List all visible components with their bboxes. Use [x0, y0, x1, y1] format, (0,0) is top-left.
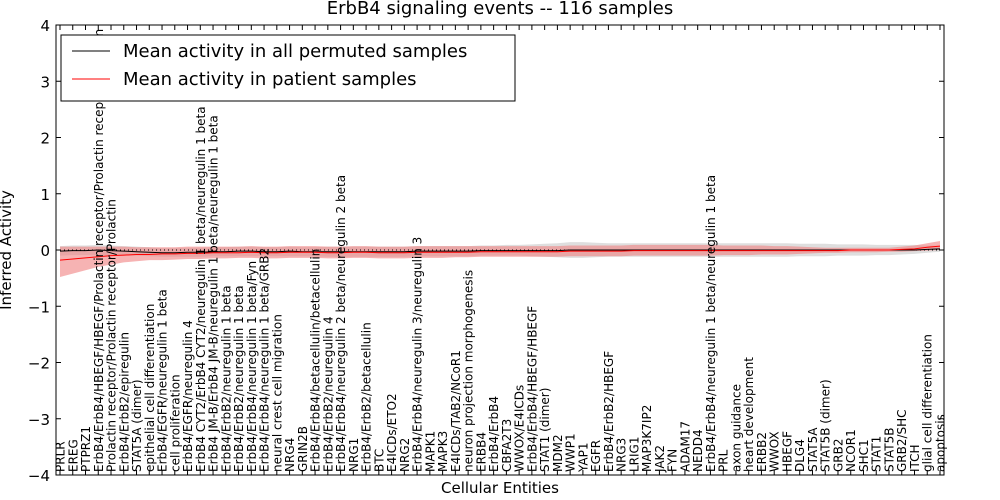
x-tick-label: STAT1: [870, 436, 884, 472]
y-axis-label: Inferred Activity: [0, 190, 15, 310]
x-tick-label: MDM2: [551, 434, 565, 472]
x-tick-label: ErbB4/ErbB2/neuregulin 4: [321, 316, 335, 472]
x-tick-label: ErbB4/ErbB4: [487, 396, 501, 472]
x-tick-label: SHC1: [857, 439, 871, 472]
x-tick-label: HBEGF: [781, 431, 795, 472]
x-tick-label: ErbB4/ErbB2/neuregulin 1 beta: [232, 285, 246, 472]
x-tick-label: NEDD4: [691, 429, 705, 472]
x-tick-label: FYN: [666, 449, 680, 472]
x-tick-label: LRIG1: [627, 437, 641, 473]
x-tick-label: heart development: [742, 357, 756, 472]
x-tick-label: NCOR1: [844, 429, 858, 472]
x-tick-label: ErbB4/ErbB4/neuregulin 3/neuregulin 3: [411, 237, 425, 472]
y-tick-label: 0: [40, 242, 50, 260]
y-tick-label: 2: [40, 130, 50, 148]
legend-box: [60, 34, 516, 102]
y-tick-label: 4: [40, 17, 50, 35]
y-tick-label: 1: [40, 186, 50, 204]
x-tick-label: CBFA2T3: [500, 419, 514, 472]
x-tick-label: STAT5B (dimer): [819, 379, 833, 472]
x-tick-label: GRB2/SHC: [895, 409, 909, 472]
x-tick-label: EREG: [66, 439, 80, 472]
x-tick-label: MAP3K7IP2: [640, 405, 654, 472]
y-tick-label: −4: [28, 467, 50, 485]
x-tick-label: GRIN2B: [296, 426, 310, 472]
x-tick-label: DLG4: [793, 439, 807, 472]
x-tick-label: ERBB2: [755, 432, 769, 472]
x-tick-label: BTC: [372, 449, 386, 472]
x-tick-label: STAT1 (dimer): [538, 388, 552, 472]
legend-label: Mean activity in patient samples: [123, 69, 417, 90]
x-tick-label: ADAM17: [678, 421, 692, 472]
x-tick-label: ErbB4/ErbB2/betacellulin: [360, 322, 374, 472]
x-tick-label: E4ICDs/TAB2/NCoR1: [449, 350, 463, 472]
x-tick-label: ErbB4/EGFR/neuregulin 4: [181, 320, 195, 472]
x-tick-label: neuron projection morphogenesis: [462, 270, 476, 472]
x-tick-label: NRG2: [398, 438, 412, 472]
x-tick-label: WWOX: [768, 431, 782, 472]
x-tick-label: PRLR: [54, 441, 68, 472]
x-tick-label: ErbB4/ErbB4/HBEGF/HBEGF: [525, 306, 539, 472]
x-tick-label: epithelial cell differentiation: [143, 304, 157, 472]
y-tick-label: −2: [28, 355, 50, 373]
x-tick-label: cell proliferation: [168, 374, 182, 472]
x-tick-label: MAPK3: [436, 431, 450, 472]
y-tick-label: −3: [28, 411, 50, 429]
x-tick-label: ErbB4/ErbB2/HBEGF: [602, 351, 616, 472]
x-tick-label: STAT5A (dimer): [130, 379, 144, 472]
x-tick-label: EGFR: [589, 440, 603, 472]
x-tick-label: ErbB4/ErbB2/neuregulin 1 beta: [219, 285, 233, 472]
x-tick-label: ErbB4 CYT2/ErbB4 CYT2/neuregulin 1 beta/…: [194, 106, 208, 472]
x-tick-label: ITCH: [908, 444, 922, 472]
x-tick-label: ErbB4/ErbB4/betacellulin/betacellulin: [309, 249, 323, 472]
x-tick-label: E4ICDs/ETO2: [385, 393, 399, 472]
x-tick-label: Prolactin receptor/Prolactin receptor/Pr…: [105, 199, 119, 472]
y-tick-label: 3: [40, 73, 50, 91]
x-tick-label: ErbB4 JM-B/ErbB4 JM-B/neuregulin 1 beta/…: [207, 115, 221, 472]
y-tick-label: −1: [28, 298, 50, 316]
x-tick-label: STAT5B: [883, 428, 897, 473]
x-tick-label: glial cell differentiation: [921, 334, 935, 472]
legend: Mean activity in all permuted samples Mea…: [60, 34, 516, 102]
x-axis-label: Cellular Entities: [441, 479, 559, 497]
x-tick-label: MAPK1: [423, 431, 437, 472]
x-tick-label: axon guidance: [729, 384, 743, 472]
line-patient: [59, 245, 941, 261]
chart-title: ErbB4 signaling events -- 116 samples: [327, 0, 674, 19]
x-tick-label: ERBB4: [474, 432, 488, 472]
plot-area: −4−3−2−101234PRLREREGPTPRZ1ErbB4/ErbB4/H…: [28, 17, 948, 485]
x-tick-label: ErbB4/ErbB4/HBEGF/HBEGF/Prolactin recept…: [92, 29, 106, 472]
x-tick-label: STAT5A: [806, 427, 820, 472]
x-tick-label: ErbB4/ErbB4/neuregulin 2 beta/neuregulin…: [334, 175, 348, 472]
x-tick-label: PRL: [717, 449, 731, 472]
x-tick-label: YAP1: [576, 443, 590, 473]
series-layer: [56, 241, 944, 277]
x-tick-label: apoptosis: [934, 414, 948, 472]
x-tick-label: JAK2: [653, 445, 667, 473]
x-tick-label: ErbB4/ErbB4/neuregulin 1 beta/Fyn: [245, 261, 259, 472]
x-tick-label: NRG4: [283, 438, 297, 472]
x-tick-label: ErbB4/ErbB4/neuregulin 1 beta/GRB2: [258, 248, 272, 472]
x-tick-label: ErbB4/EGFR/neuregulin 1 beta: [156, 289, 170, 472]
legend-label: Mean activity in all permuted samples: [123, 41, 467, 62]
x-tick-label: WWP1: [564, 433, 578, 472]
x-tick-label: NRG1: [347, 438, 361, 472]
x-tick-label: PTPRZ1: [79, 426, 93, 472]
x-tick-label: NRG3: [615, 438, 629, 472]
x-tick-label: neural crest cell migration: [270, 314, 284, 472]
x-tick-label: GRB2: [832, 438, 846, 472]
x-tick-label: WWOX/E4ICDs: [513, 385, 527, 472]
x-tick-label: ErbB4/ErbB2/epiregulin: [117, 332, 131, 472]
x-tick-label: ErbB4/ErbB4/neuregulin 1 beta/neuregulin…: [704, 175, 718, 472]
line-permuted: [59, 248, 941, 254]
